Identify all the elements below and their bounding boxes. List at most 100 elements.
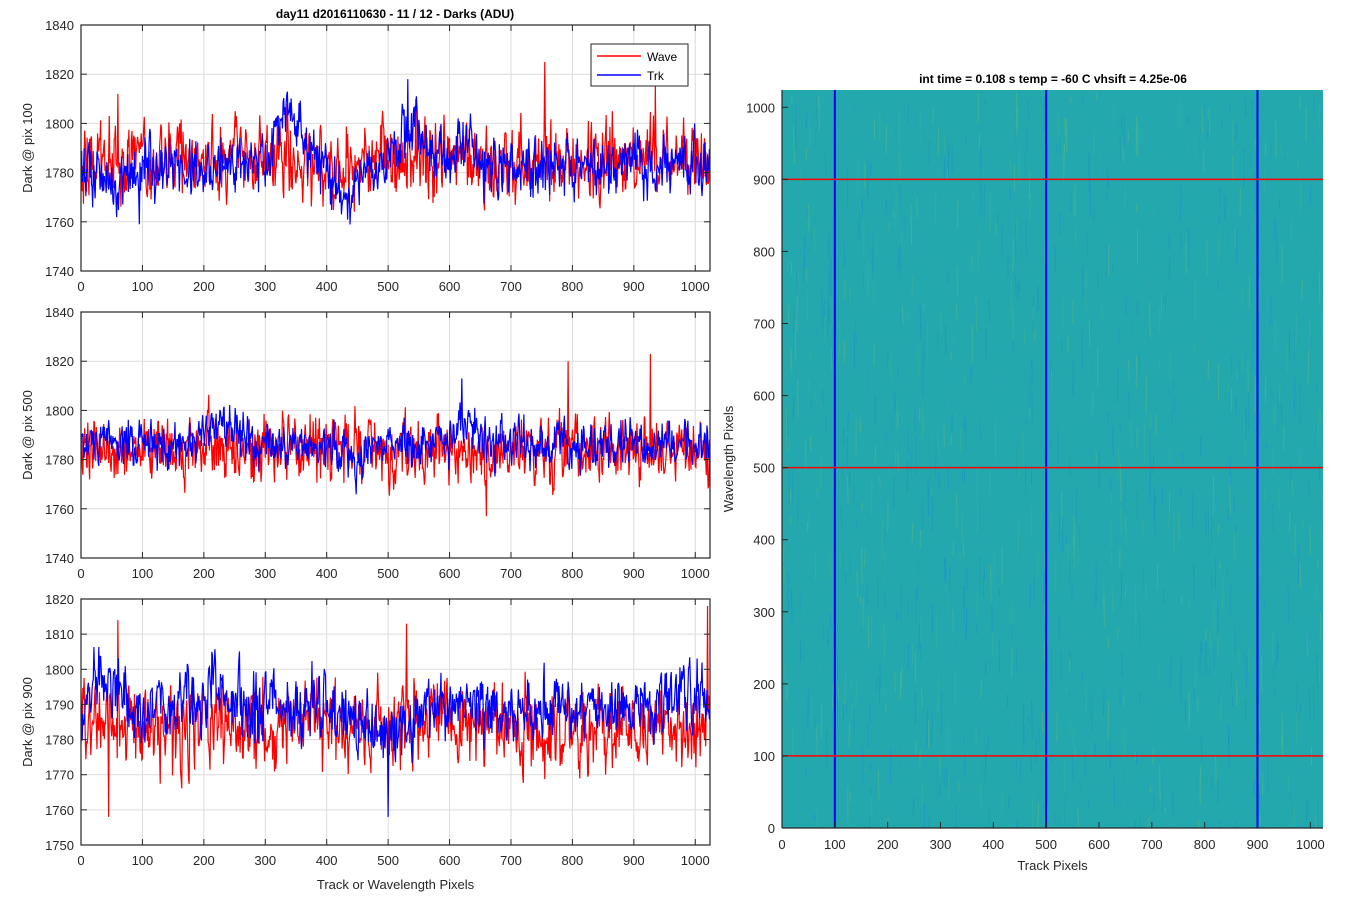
heatmap-streak bbox=[953, 413, 956, 447]
heatmap-streak bbox=[967, 431, 969, 458]
heatmap-streak bbox=[921, 781, 923, 804]
heatmap-streak bbox=[794, 703, 796, 710]
y-tick-label: 1840 bbox=[45, 18, 74, 33]
heatmap-streak bbox=[1077, 535, 1080, 565]
heatmap-streak bbox=[1130, 311, 1133, 342]
heatmap-streak bbox=[832, 350, 834, 369]
heatmap-streak bbox=[847, 411, 849, 432]
heatmap-streak bbox=[973, 150, 975, 190]
heatmap-streak bbox=[1199, 640, 1202, 674]
heatmap-streak bbox=[1199, 766, 1202, 805]
heatmap-streak bbox=[966, 566, 968, 591]
heatmap-streak bbox=[1020, 222, 1022, 258]
heatmap-streak bbox=[1054, 245, 1056, 271]
x-tick-label: 900 bbox=[623, 853, 645, 868]
heatmap-streak bbox=[842, 549, 845, 584]
heatmap-streak bbox=[918, 398, 920, 435]
line-plot-pix900: 0 100 200 300 400 500 600 700 800 900 1000 1750 1760… bbox=[20, 592, 711, 892]
heatmap-streak bbox=[1179, 185, 1182, 222]
heatmap-streak bbox=[1220, 696, 1222, 720]
heatmap-streak bbox=[1141, 738, 1143, 766]
heatmap-streak bbox=[1051, 363, 1054, 400]
heatmap-streak bbox=[1125, 176, 1128, 188]
heatmap-streak bbox=[1077, 807, 1079, 829]
heatmap-streak bbox=[843, 239, 846, 267]
heatmap-streak bbox=[988, 806, 991, 829]
heatmap-streak bbox=[915, 587, 917, 623]
series-line-trk bbox=[81, 79, 710, 225]
heatmap-streak bbox=[1194, 497, 1197, 527]
heatmap-streak bbox=[826, 795, 828, 828]
heatmap-streak bbox=[1011, 625, 1013, 641]
heatmap-streak bbox=[1306, 117, 1308, 144]
y-axis-label: Wavelength Pixels bbox=[721, 405, 736, 512]
heatmap-streak bbox=[930, 489, 933, 496]
heatmap-streak bbox=[895, 190, 897, 231]
y-tick-label: 500 bbox=[753, 461, 775, 476]
heatmap-streak bbox=[976, 534, 978, 545]
heatmap-streak bbox=[1114, 536, 1117, 544]
x-tick-label: 700 bbox=[500, 853, 522, 868]
heatmap-streak bbox=[1029, 375, 1031, 409]
heatmap-streak bbox=[787, 415, 789, 450]
heatmap-streak bbox=[883, 554, 885, 580]
heatmap-streak bbox=[918, 624, 921, 651]
heatmap-streak bbox=[891, 418, 893, 431]
heatmap-streak bbox=[1309, 785, 1312, 817]
x-tick-label: 200 bbox=[193, 566, 215, 581]
heatmap-streak bbox=[1273, 370, 1276, 384]
heatmap-streak bbox=[1149, 683, 1152, 717]
heatmap-streak bbox=[1235, 122, 1238, 140]
heatmap-streak bbox=[1117, 787, 1119, 820]
heatmap-streak bbox=[810, 233, 813, 241]
heatmap-streak bbox=[1112, 300, 1114, 321]
heatmap-streak bbox=[1210, 514, 1213, 546]
heatmap-streak bbox=[1294, 624, 1296, 636]
heatmap-streak bbox=[787, 528, 790, 551]
heatmap-streak bbox=[1227, 508, 1229, 521]
heatmap-streak bbox=[990, 564, 992, 602]
heatmap-streak bbox=[789, 502, 792, 517]
heatmap-streak bbox=[1055, 143, 1058, 154]
heatmap-streak bbox=[1215, 756, 1217, 785]
y-tick-label: 1820 bbox=[45, 67, 74, 82]
heatmap-streak bbox=[1276, 522, 1279, 554]
heatmap-streak bbox=[1109, 477, 1112, 493]
x-axis-label: Track Pixels bbox=[1017, 858, 1088, 873]
y-tick-label: 1740 bbox=[45, 551, 74, 566]
y-axis-label: Dark @ pix 100 bbox=[20, 103, 35, 193]
heatmap-streak bbox=[840, 506, 843, 531]
heatmap-streak bbox=[902, 305, 904, 325]
x-tick-label: 400 bbox=[982, 837, 1004, 852]
x-tick-label: 400 bbox=[316, 566, 338, 581]
heatmap-streak bbox=[848, 721, 850, 747]
heatmap-streak bbox=[964, 755, 966, 774]
heatmap-streak bbox=[1217, 280, 1219, 291]
heatmap-streak bbox=[1043, 93, 1045, 132]
x-tick-label: 600 bbox=[1088, 837, 1110, 852]
line-plot-pix100: 0 100 200 300 400 500 600 700 800 900 1000 1740 1760… bbox=[20, 18, 711, 294]
heatmap-streak bbox=[791, 95, 793, 105]
heatmap-streak bbox=[831, 332, 834, 344]
heatmap-streak bbox=[790, 348, 793, 376]
heatmap-streak bbox=[1308, 690, 1311, 723]
heatmap-streak bbox=[1014, 766, 1016, 790]
x-tick-label: 400 bbox=[316, 279, 338, 294]
heatmap-streak bbox=[951, 414, 953, 433]
heatmap-streak bbox=[854, 532, 857, 548]
heatmap-streak bbox=[1226, 569, 1229, 577]
y-tick-label: 1770 bbox=[45, 768, 74, 783]
heatmap-streak bbox=[786, 191, 789, 205]
x-tick-label: 800 bbox=[1194, 837, 1216, 852]
heatmap-streak bbox=[1294, 654, 1296, 695]
heatmap-streak bbox=[1222, 575, 1224, 610]
heatmap-streak bbox=[1168, 513, 1170, 529]
heatmap-streak bbox=[879, 341, 882, 373]
heatmap-streak bbox=[1231, 307, 1234, 344]
heatmap-streak bbox=[1025, 415, 1028, 426]
heatmap-streak bbox=[1200, 642, 1203, 654]
heatmap-streak bbox=[874, 445, 877, 466]
heatmap-streak bbox=[956, 707, 958, 726]
heatmap-streak bbox=[879, 664, 881, 687]
